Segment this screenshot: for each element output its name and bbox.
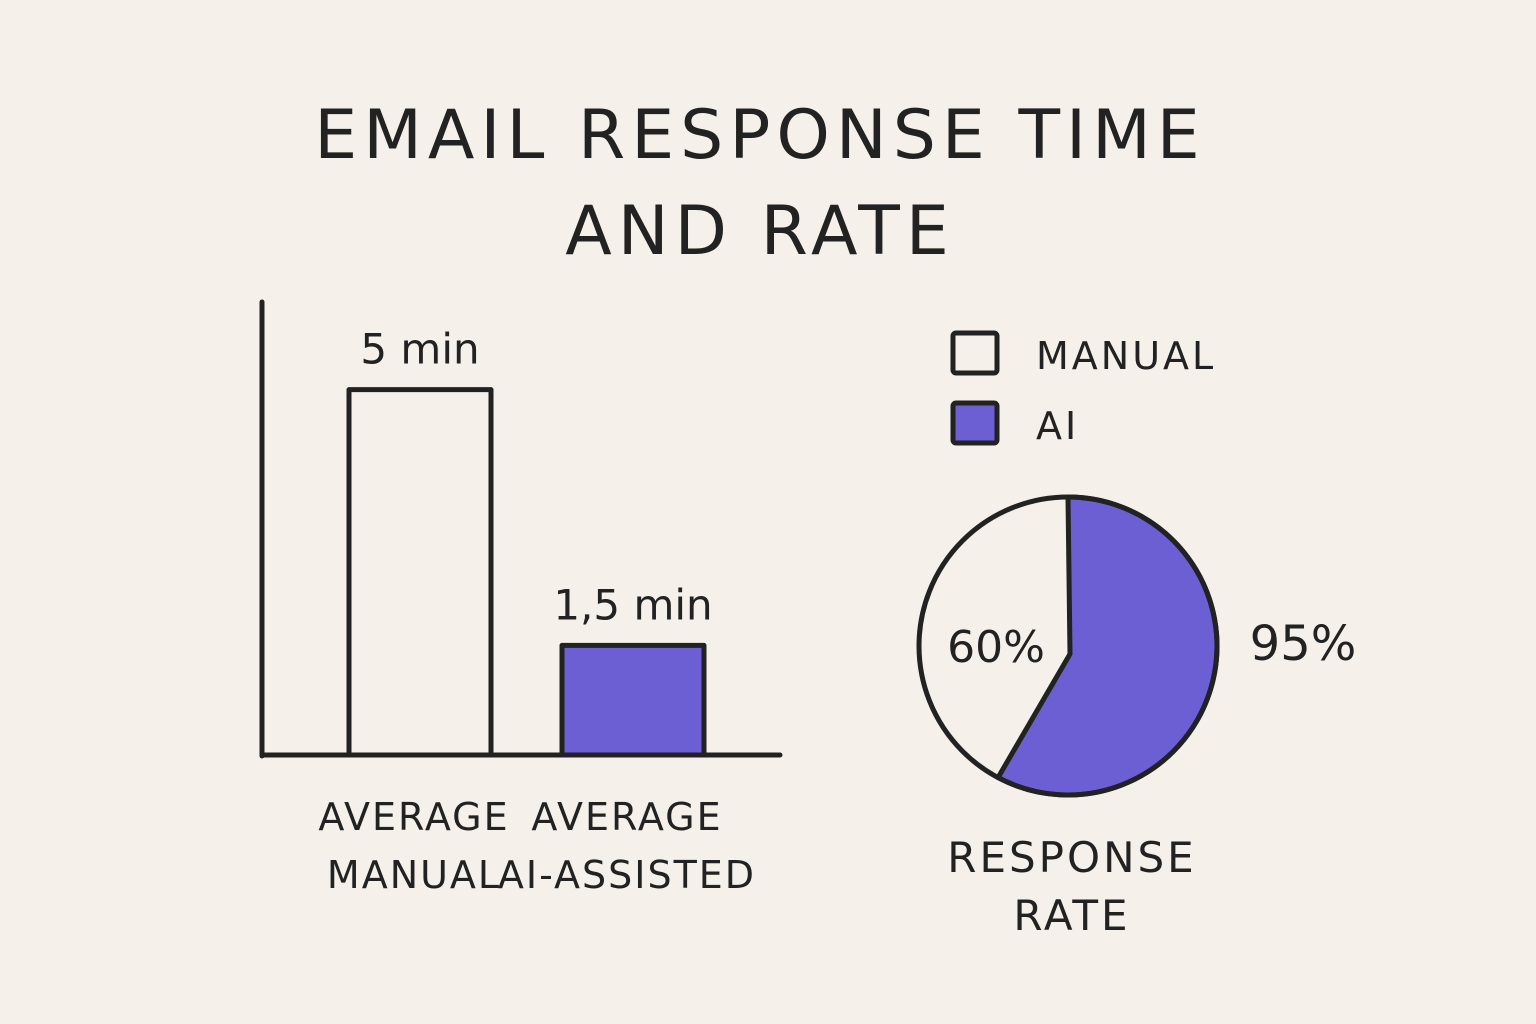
x-tick-label-1-line-2: MANUAL	[327, 853, 501, 897]
legend-label-manual: MANUAL	[1036, 334, 1216, 378]
pie-title-line-1: RESPONSE	[947, 833, 1196, 882]
pie-label-ai: 95%	[1250, 616, 1357, 672]
chart-title: EMAIL RESPONSE TIME AND RATE	[0, 88, 1520, 280]
pie-title-line-2: RATE	[1013, 891, 1130, 940]
pie-outline	[916, 494, 1220, 798]
chart-title-line-1: EMAIL RESPONSE TIME	[314, 96, 1206, 175]
pie-chart: MANUAL AI 60% 95% RESPONSE RATE	[916, 330, 1357, 940]
chart-title-line-2: AND RATE	[565, 192, 955, 271]
x-tick-label-2-line-2: AI-ASSISTED	[498, 853, 756, 897]
legend-swatch-manual	[950, 330, 1000, 376]
bar-data-label-2: 1,5 min	[553, 580, 712, 629]
bar-data-label-1: 5 min	[360, 325, 479, 374]
legend-label-ai: AI	[1036, 404, 1079, 448]
pie-label-manual: 60%	[947, 622, 1045, 673]
bar-1	[346, 387, 494, 758]
x-tick-label-1-line-1: AVERAGE	[318, 795, 509, 839]
x-tick-label-2-line-1: AVERAGE	[531, 795, 722, 839]
legend-swatch-ai	[950, 400, 1000, 446]
bar-2	[559, 642, 707, 758]
bar-chart: 5 min AVERAGE MANUAL 1,5 min AVERAGE AI-ASSIS…	[259, 299, 783, 897]
